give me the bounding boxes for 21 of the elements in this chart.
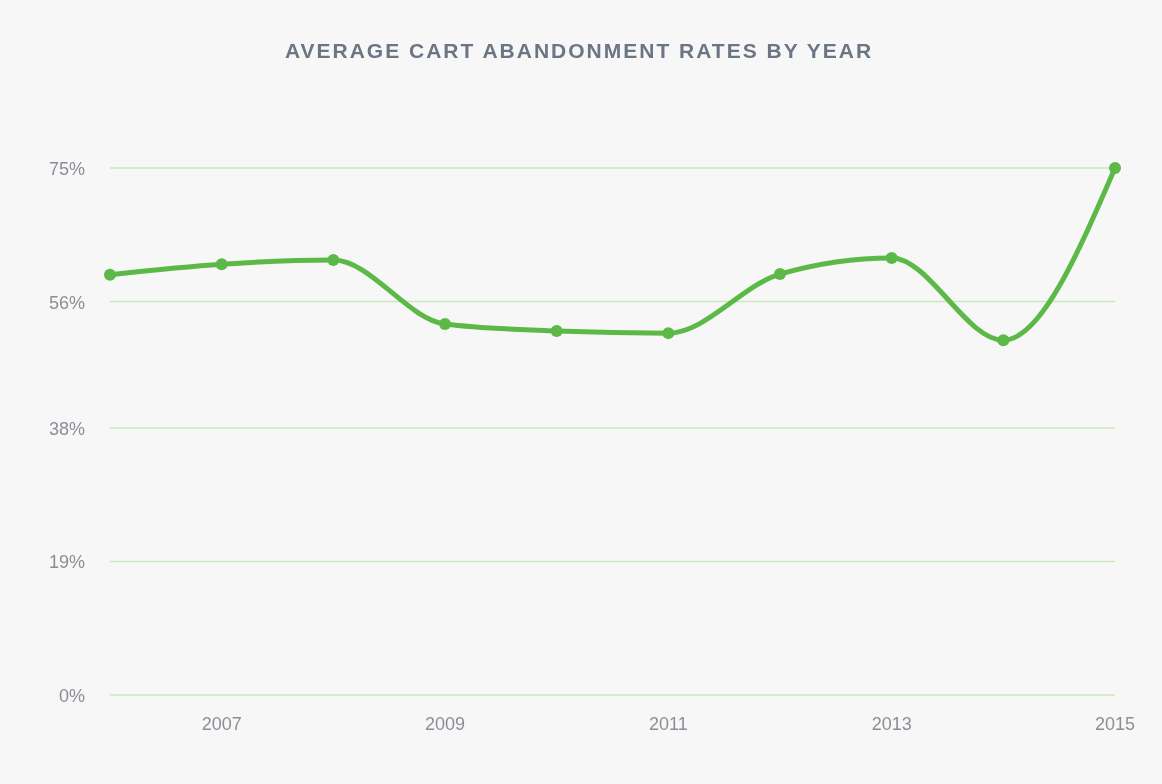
x-tick-label: 2011	[648, 714, 688, 734]
x-tick-label: 2007	[201, 714, 242, 734]
y-tick-label: 19%	[48, 552, 85, 573]
point	[327, 254, 340, 267]
x-tick-label: 2009	[424, 714, 466, 734]
point	[104, 268, 116, 281]
point	[550, 325, 563, 338]
point	[439, 317, 451, 330]
x-tick-label: 2015	[1094, 714, 1136, 734]
y-tick-label: 75%	[48, 159, 85, 179]
point	[1109, 162, 1121, 174]
point	[885, 251, 898, 264]
y-tick-label: 38%	[48, 418, 85, 439]
point	[215, 258, 228, 271]
y-tick-label: 56%	[48, 292, 85, 313]
point	[662, 327, 675, 340]
y-tick-label: 0%	[58, 686, 85, 706]
point	[997, 334, 1010, 347]
chart-title: AVERAGE CART ABANDONMENT RATES BY YEAR	[284, 39, 874, 62]
x-tick-label: 2013	[871, 714, 912, 734]
point	[774, 268, 786, 281]
